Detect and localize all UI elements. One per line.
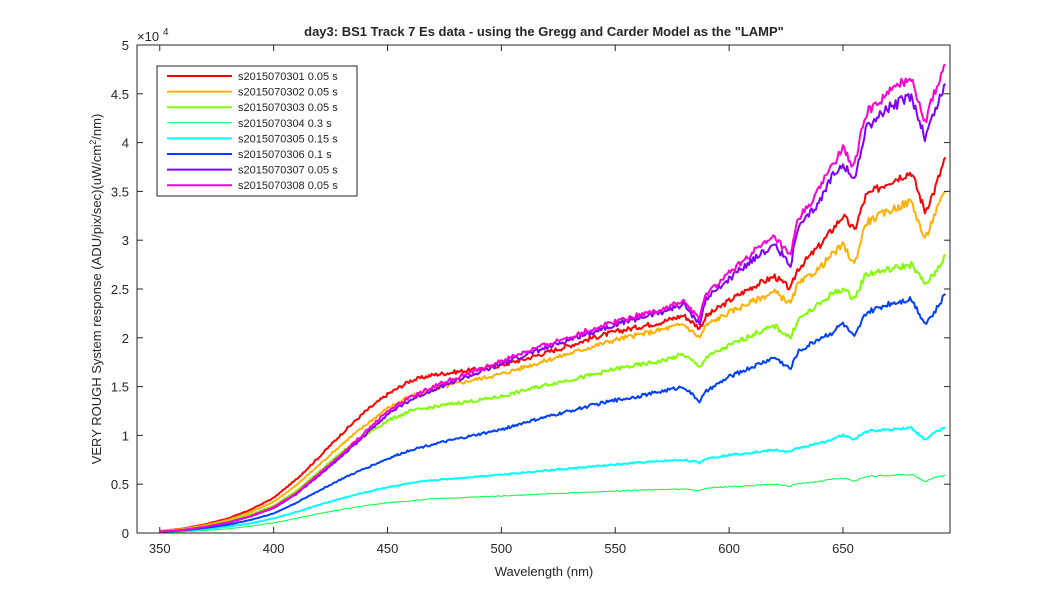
y-axis-label: VERY ROUGH System response (ADU/pix/sec)… bbox=[88, 114, 104, 465]
x-tick-label: 400 bbox=[263, 541, 285, 556]
y-axis-label-suffix: /nm) bbox=[89, 114, 104, 140]
legend-label: s2015070302 0.05 s bbox=[238, 87, 338, 99]
y-axis-label-sup: 2 bbox=[88, 140, 98, 145]
y-axis-label-prefix: VERY ROUGH System response (ADU/pix/sec)… bbox=[89, 145, 104, 465]
y-tick-label: 0.5 bbox=[111, 477, 129, 492]
series-line bbox=[159, 473, 946, 533]
x-tick-label: 600 bbox=[718, 541, 740, 556]
y-tick-label: 2.5 bbox=[111, 282, 129, 297]
legend-label: s2015070307 0.05 s bbox=[238, 165, 338, 177]
y-tick-label: 0 bbox=[122, 526, 129, 541]
legend-label: s2015070305 0.15 s bbox=[238, 133, 338, 145]
y-tick-label: 3 bbox=[122, 233, 129, 248]
x-axis-label: Wavelength (nm) bbox=[495, 564, 594, 579]
series-line bbox=[159, 425, 946, 534]
legend-label: s2015070304 0.3 s bbox=[238, 118, 332, 130]
y-tick-label: 2 bbox=[122, 331, 129, 346]
series-layer bbox=[159, 63, 947, 534]
legend-label: s2015070303 0.05 s bbox=[238, 102, 338, 114]
legend-label: s2015070308 0.05 s bbox=[238, 180, 338, 192]
legend-box bbox=[156, 65, 358, 197]
legend: s2015070301 0.05 s s2015070302 0.05 s s201… bbox=[156, 65, 358, 197]
series-line bbox=[159, 190, 947, 533]
x-tick-label: 650 bbox=[832, 541, 854, 556]
chart-title: day3: BS1 Track 7 Es data - using the Gr… bbox=[304, 24, 784, 39]
x-tick-label: 350 bbox=[149, 541, 171, 556]
legend-label: s2015070306 0.1 s bbox=[238, 149, 332, 161]
x-tick-label: 450 bbox=[377, 541, 399, 556]
y-exponent-power: 4 bbox=[163, 27, 169, 38]
series-line bbox=[159, 63, 946, 533]
legend-label: s2015070301 0.05 s bbox=[238, 71, 338, 83]
legend-items: s2015070301 0.05 s s2015070302 0.05 s s201… bbox=[167, 71, 338, 192]
y-tick-label: 4 bbox=[122, 136, 129, 151]
series-line bbox=[159, 253, 946, 533]
y-tick-label: 4.5 bbox=[111, 87, 129, 102]
series-line bbox=[159, 156, 947, 532]
x-tick-label: 500 bbox=[491, 541, 513, 556]
y-axis-ticks: 0 0.5 1 1.5 2 2.5 3 3.5 4 4.5 5 bbox=[111, 38, 950, 541]
x-axis-ticks: 350 400 450 500 550 600 650 bbox=[149, 45, 854, 556]
y-tick-label: 1.5 bbox=[111, 380, 129, 395]
y-exponent: ×10 4 bbox=[137, 27, 169, 44]
y-tick-label: 5 bbox=[122, 38, 129, 53]
series-line bbox=[159, 293, 946, 533]
y-tick-label: 3.5 bbox=[111, 184, 129, 199]
y-tick-label: 1 bbox=[122, 428, 129, 443]
x-tick-label: 550 bbox=[604, 541, 626, 556]
y-exponent-base: ×10 bbox=[137, 29, 159, 44]
